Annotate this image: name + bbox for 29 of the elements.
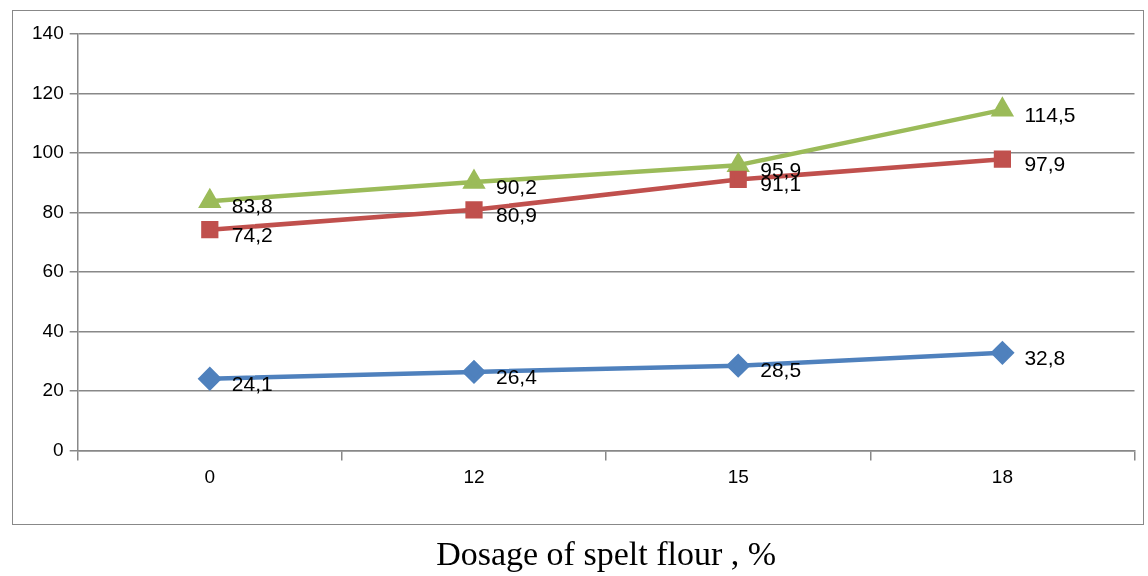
x-tick-label: 18: [991, 466, 1013, 488]
point: [198, 367, 222, 390]
y-tick-label: 60: [42, 260, 64, 282]
point: [726, 151, 750, 172]
point: [990, 96, 1014, 117]
y-tick-label: 40: [42, 319, 64, 341]
data-label: 90,2: [496, 174, 537, 198]
point: [462, 360, 486, 384]
data-label: 74,2: [231, 222, 273, 246]
x-axis-title: Dosage of spelt flour , %: [436, 534, 777, 572]
data-label: 97,9: [1024, 152, 1066, 176]
data-label: 32,8: [1024, 345, 1066, 369]
point: [726, 354, 750, 377]
data-label: 83,8: [231, 193, 273, 217]
y-tick-label: 20: [42, 379, 64, 401]
data-label: 28,5: [760, 358, 802, 382]
x-tick-label: 15: [727, 466, 749, 488]
data-label: 114,5: [1024, 102, 1076, 126]
y-tick-label: 140: [32, 22, 64, 44]
x-tick-label: 0: [204, 466, 216, 488]
y-tick-label: 120: [32, 81, 64, 103]
point: [462, 168, 486, 189]
point: [991, 341, 1014, 365]
y-tick-label: 80: [42, 200, 64, 222]
point: [198, 187, 222, 208]
x-tick-label: 12: [463, 466, 485, 488]
data-label: 80,9: [496, 202, 537, 226]
y-tick-label: 0: [53, 438, 64, 460]
y-tick-label: 100: [32, 141, 64, 163]
